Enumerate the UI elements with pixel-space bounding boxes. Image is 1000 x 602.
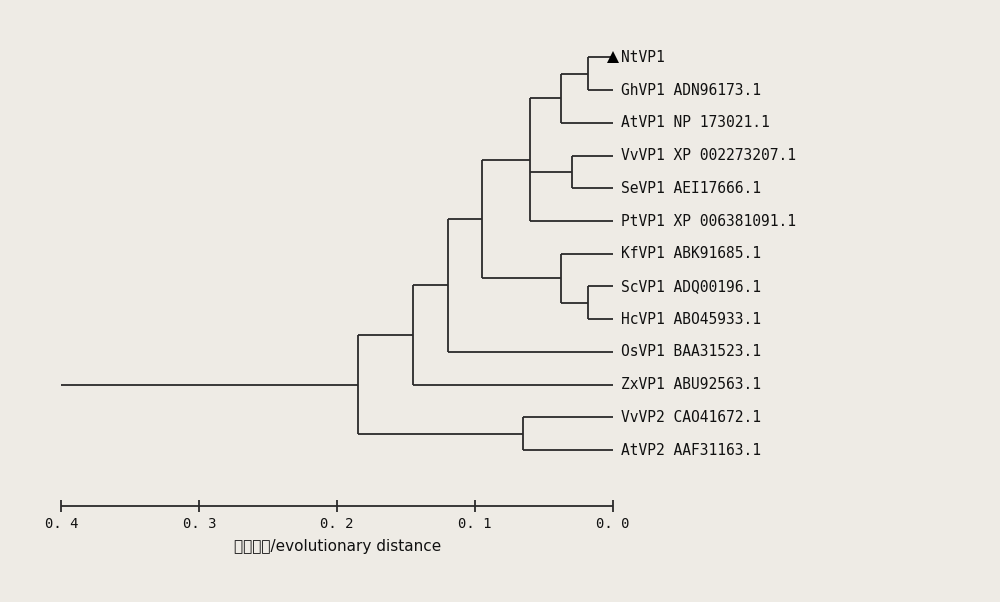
Text: 0. 2: 0. 2 [320, 517, 354, 531]
Text: PtVP1 XP 006381091.1: PtVP1 XP 006381091.1 [621, 214, 796, 229]
Text: GhVP1 ADN96173.1: GhVP1 ADN96173.1 [621, 82, 761, 98]
Text: ZxVP1 ABU92563.1: ZxVP1 ABU92563.1 [621, 377, 761, 392]
Text: SeVP1 AEI17666.1: SeVP1 AEI17666.1 [621, 181, 761, 196]
Text: ScVP1 ADQ00196.1: ScVP1 ADQ00196.1 [621, 279, 761, 294]
Text: VvVP1 XP 002273207.1: VvVP1 XP 002273207.1 [621, 148, 796, 163]
Text: 进化距离/evolutionary distance: 进化距离/evolutionary distance [234, 539, 441, 553]
Text: 0. 3: 0. 3 [183, 517, 216, 531]
Text: KfVP1 ABK91685.1: KfVP1 ABK91685.1 [621, 246, 761, 261]
Text: AtVP2 AAF31163.1: AtVP2 AAF31163.1 [621, 442, 761, 458]
Text: OsVP1 BAA31523.1: OsVP1 BAA31523.1 [621, 344, 761, 359]
Text: 0. 0: 0. 0 [596, 517, 630, 531]
Text: NtVP1: NtVP1 [621, 50, 665, 65]
Text: 0. 1: 0. 1 [458, 517, 492, 531]
Text: AtVP1 NP 173021.1: AtVP1 NP 173021.1 [621, 116, 770, 130]
Text: 0. 4: 0. 4 [45, 517, 78, 531]
Text: HcVP1 ABO45933.1: HcVP1 ABO45933.1 [621, 312, 761, 327]
Text: VvVP2 CAO41672.1: VvVP2 CAO41672.1 [621, 410, 761, 425]
